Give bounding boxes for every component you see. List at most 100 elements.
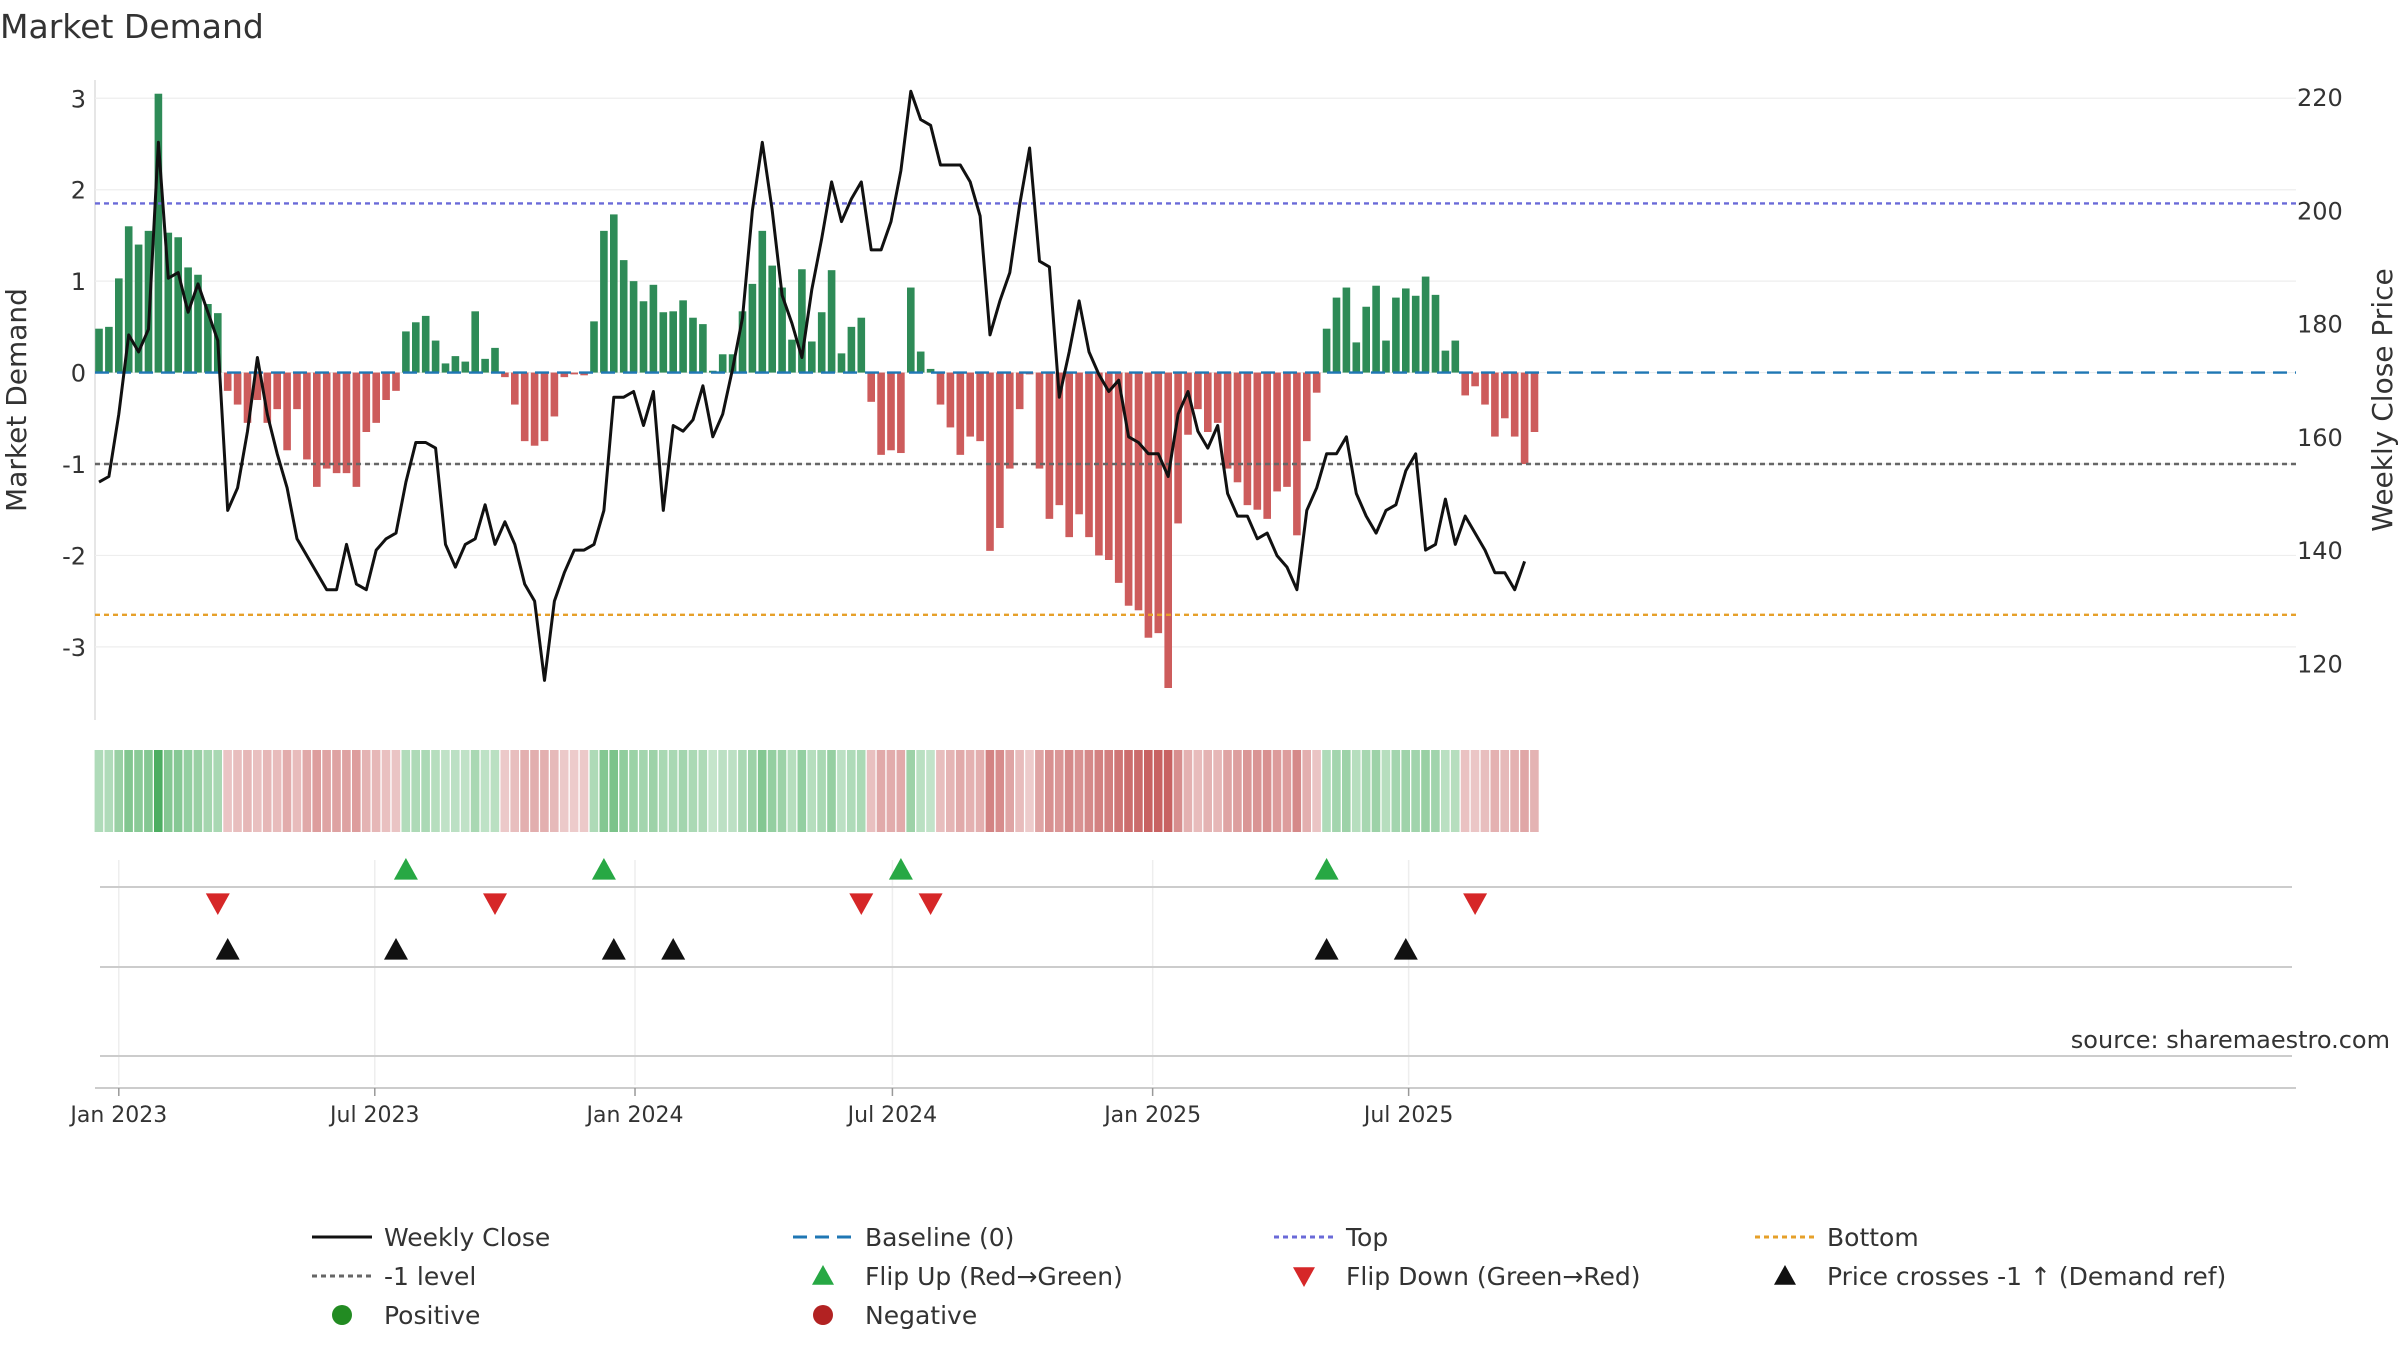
strip-cell <box>104 750 114 832</box>
legend-swatch-dot <box>332 1305 352 1325</box>
strip-cell <box>1262 750 1272 832</box>
demand-bar-positive <box>758 230 767 373</box>
strip-cell <box>401 750 411 832</box>
strip-cell <box>1391 750 1401 832</box>
demand-bar-positive <box>441 363 450 373</box>
legend-label: Flip Up (Red→Green) <box>865 1262 1123 1291</box>
strip-cell <box>995 750 1005 832</box>
demand-bar-positive <box>481 358 489 373</box>
weekly-close-line <box>98 89 1527 682</box>
demand-bar-negative <box>996 372 1004 528</box>
y-tick-label: 1 <box>71 268 86 296</box>
demand-bar-negative <box>897 372 905 454</box>
strip-cell <box>1233 750 1242 832</box>
demand-bar-positive <box>837 353 846 373</box>
demand-bar-negative <box>1461 372 1469 396</box>
strip-cell <box>470 750 480 832</box>
demand-bar-positive <box>194 274 202 373</box>
demand-bar-negative <box>1312 372 1321 393</box>
strip-cell <box>361 750 371 832</box>
flip-up-marker <box>888 858 913 880</box>
strip-cell <box>243 750 252 832</box>
demand-bar-negative <box>986 372 994 551</box>
strip-cell <box>1351 750 1361 832</box>
demand-bar-positive <box>659 312 668 373</box>
strip-cell <box>1421 750 1430 832</box>
price-cross-marker <box>215 938 240 960</box>
demand-bar-negative <box>1283 372 1291 487</box>
demand-bar-positive <box>402 331 410 373</box>
demand-bar-negative <box>1303 372 1311 442</box>
strip-cell <box>807 750 816 832</box>
strip-cell <box>1302 750 1311 832</box>
y2-axis-label: Weekly Close Price <box>2366 268 2399 531</box>
strip-cell <box>678 750 688 832</box>
y-tick-label: 0 <box>71 360 86 388</box>
demand-bar-negative <box>1471 372 1479 387</box>
y-tick-label: 3 <box>71 85 86 113</box>
events-panel: Jan 2023 Jul 2023 Jan 2024 Jul 2024 Jan 2025… <box>68 858 2296 1128</box>
demand-bar-negative <box>1114 372 1123 583</box>
strip-cell <box>639 750 648 832</box>
strip-cell <box>134 750 143 832</box>
flip-down-marker <box>918 893 943 915</box>
source-note: source: sharemaestro.com <box>2071 1026 2390 1054</box>
demand-bar-positive <box>907 287 915 373</box>
demand-bar-negative <box>511 372 519 405</box>
strip-cell <box>906 750 915 832</box>
demand-bar-positive <box>184 267 192 373</box>
legend-swatch-triangle <box>1774 1265 1796 1285</box>
strip-cell <box>1134 750 1143 832</box>
demand-bar-negative <box>352 372 361 487</box>
demand-bar-positive <box>412 322 420 373</box>
strip-cell <box>1470 750 1480 832</box>
demand-bar-positive <box>738 311 747 373</box>
strip-cell <box>649 750 658 832</box>
demand-bar-negative <box>1501 372 1509 419</box>
demand-bar-negative <box>1015 372 1024 410</box>
demand-bar-positive <box>115 278 123 373</box>
strip-cell <box>272 750 282 832</box>
strip-cell <box>1510 750 1519 832</box>
strip-cell <box>540 750 549 832</box>
demand-bar-positive <box>600 230 608 373</box>
demand-bar-positive <box>451 356 460 373</box>
strip-cell <box>1193 750 1203 832</box>
demand-bar-negative <box>233 372 242 405</box>
legend-swatch-triangle <box>1293 1267 1315 1287</box>
demand-bar-positive <box>431 340 440 373</box>
demand-bar-negative <box>966 372 974 437</box>
flip-down-marker <box>483 893 507 915</box>
demand-bar-positive <box>926 368 935 373</box>
strip-cell <box>589 750 599 832</box>
demand-bar-positive <box>1451 340 1460 373</box>
demand-bar-positive <box>619 260 628 373</box>
strip-cell <box>441 750 450 832</box>
demand-bar-positive <box>1382 340 1390 373</box>
demand-bar-negative <box>956 372 965 455</box>
demand-bar-negative <box>1075 372 1083 515</box>
strip-cell <box>1431 750 1440 832</box>
demand-bar-negative <box>936 372 945 405</box>
demand-bar-positive <box>808 341 816 373</box>
legend-swatch-triangle <box>812 1265 834 1285</box>
strip-cell <box>619 750 628 832</box>
demand-bar-negative <box>1164 372 1172 688</box>
demand-bar-positive <box>1372 285 1380 373</box>
strip-cell <box>1322 750 1331 832</box>
demand-bar-negative <box>1154 372 1163 634</box>
strip-cell <box>926 750 935 832</box>
strip-cell <box>866 750 876 832</box>
strip-cell <box>579 750 589 832</box>
strip-cell <box>1401 750 1410 832</box>
demand-bar-negative <box>1055 372 1064 506</box>
strip-cell <box>1460 750 1470 832</box>
demand-bar-negative <box>1491 372 1499 437</box>
demand-bar-positive <box>748 283 757 373</box>
y-tick-label: -3 <box>62 634 86 662</box>
strip-cell <box>1025 750 1034 832</box>
strip-cell <box>381 750 391 832</box>
price-cross-marker <box>601 938 626 960</box>
strip-cell <box>936 750 945 832</box>
demand-bar-positive <box>1352 342 1361 373</box>
